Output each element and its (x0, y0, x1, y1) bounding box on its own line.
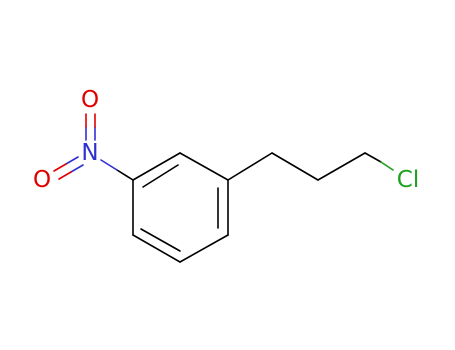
bond (70, 164, 84, 173)
bond (179, 234, 229, 263)
inner-bond (142, 164, 179, 188)
atom-label: O (81, 87, 99, 113)
bond (53, 163, 67, 172)
bond (58, 171, 72, 180)
bond (227, 152, 273, 181)
bond (132, 152, 181, 181)
bond (271, 152, 319, 181)
inner-bond (140, 228, 181, 252)
chain-bonds (227, 152, 366, 181)
bond (317, 152, 366, 181)
bond (380, 161, 394, 171)
bond (364, 152, 382, 163)
bond (100, 159, 118, 171)
atom-label: O (33, 167, 51, 193)
bond (132, 234, 181, 263)
ring-bonds (132, 152, 229, 263)
bond (179, 152, 229, 181)
bond (116, 169, 134, 181)
bond (65, 156, 79, 165)
atom-label: N (81, 140, 98, 166)
atom-label: Cl (397, 167, 419, 193)
